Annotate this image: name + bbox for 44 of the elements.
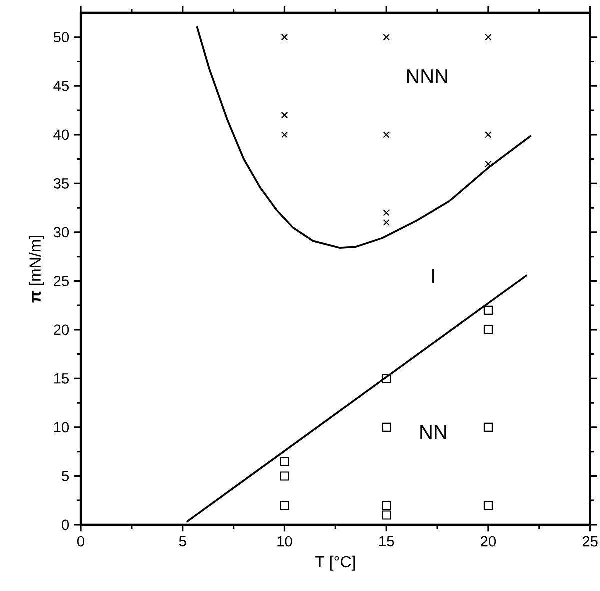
point <box>485 34 492 41</box>
y-tick-label: 45 <box>54 81 69 92</box>
point <box>383 34 390 41</box>
x-tick-label: 25 <box>582 536 598 547</box>
y-axis-title: π [mN/m] <box>29 236 44 303</box>
annotation: I <box>432 269 434 284</box>
point <box>383 210 390 216</box>
point <box>484 325 493 334</box>
y-tick-label: 15 <box>54 374 69 384</box>
y-tick-label: 35 <box>54 178 69 189</box>
x-tick-label: 5 <box>179 536 186 547</box>
x-tick-label: 0 <box>77 536 84 547</box>
point <box>383 132 390 138</box>
point <box>281 132 288 138</box>
point <box>484 500 493 510</box>
y-tick-label: 10 <box>54 422 70 433</box>
y-tick-label: 50 <box>54 32 70 43</box>
y-tick-label: 40 <box>54 130 70 140</box>
point <box>485 160 492 168</box>
point <box>280 500 290 510</box>
annotation: NN <box>420 425 446 440</box>
point <box>281 112 288 119</box>
annotation: NNN <box>407 70 448 84</box>
line-series <box>196 26 532 249</box>
y-tick-label: 20 <box>54 324 70 336</box>
point <box>382 422 392 432</box>
point <box>383 219 390 226</box>
x-tick-label: 15 <box>380 536 394 547</box>
point <box>485 132 492 138</box>
point <box>280 472 290 481</box>
x-tick-label: 10 <box>278 536 292 547</box>
point <box>281 34 288 41</box>
y-tick-label: 5 <box>62 471 69 482</box>
x-axis-title: T [°C] <box>315 556 356 571</box>
point <box>280 457 290 466</box>
y-tick-label: 30 <box>54 227 70 238</box>
point <box>382 510 392 520</box>
y-tick-label: 0 <box>62 520 70 530</box>
point <box>484 422 493 432</box>
point <box>382 500 392 510</box>
point <box>484 306 493 315</box>
y-tick-label: 25 <box>54 276 69 286</box>
x-tick-label: 20 <box>481 536 496 547</box>
point <box>382 374 392 384</box>
